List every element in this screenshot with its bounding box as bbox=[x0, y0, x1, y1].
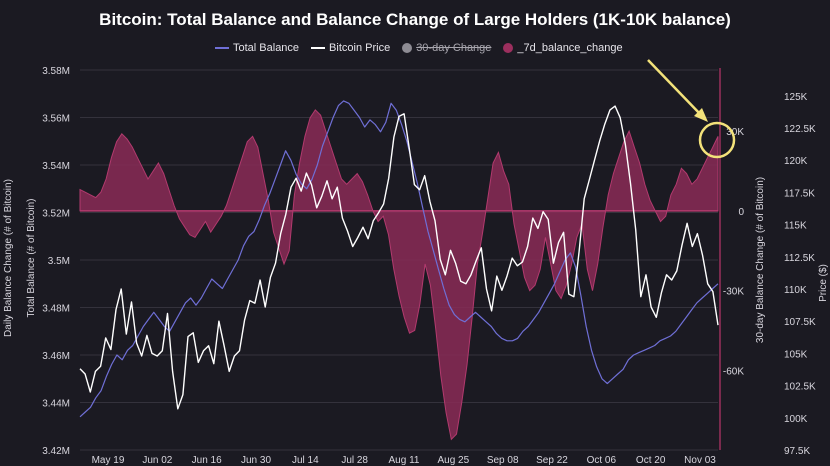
mid-tick-label: -60K bbox=[723, 366, 744, 377]
legend: Total Balance Bitcoin Price 30-day Chang… bbox=[215, 40, 623, 56]
legend-30-day-change-swatch bbox=[402, 43, 413, 53]
left-tick-label: 3.44M bbox=[42, 399, 70, 410]
right-tick-label: 112.5K bbox=[784, 253, 815, 264]
x-tick-label: Sep 22 bbox=[536, 455, 568, 466]
right-tick-label: 115K bbox=[784, 221, 807, 232]
series-lines-layer bbox=[79, 100, 719, 418]
x-tick-label: Aug 11 bbox=[389, 455, 420, 466]
legend-7d-balance-change-label: _7d_balance_change bbox=[517, 42, 623, 54]
left-tick-label: 3.48M bbox=[42, 304, 70, 315]
left-inner-axis-title: Total Balance (# of Bitcoin) bbox=[26, 199, 37, 318]
legend-total-balance-swatch bbox=[215, 47, 229, 49]
annotation-highlight-circle bbox=[698, 121, 736, 159]
right-tick-label: 122.5K bbox=[784, 124, 816, 135]
legend-7d-balance-change[interactable]: _7d_balance_change bbox=[503, 42, 623, 54]
legend-7d-balance-change-swatch bbox=[503, 43, 514, 53]
right-tick-label: 97.5K bbox=[784, 446, 810, 457]
left-tick-label: 3.56M bbox=[42, 114, 70, 125]
mid-tick-label: -30K bbox=[723, 287, 744, 298]
legend-bitcoin-price-swatch bbox=[311, 47, 326, 49]
x-tick-label: Sep 08 bbox=[487, 455, 519, 466]
left-tick-label: 3.52M bbox=[42, 209, 70, 220]
legend-30-day-change-label: 30-day Change bbox=[416, 42, 492, 54]
legend-total-balance-label: Total Balance bbox=[233, 42, 300, 54]
x-tick-label: Nov 03 bbox=[684, 455, 716, 466]
mid-axis-title: 30-day Balance Change (# of Bitcoin) bbox=[755, 177, 766, 343]
annotation-arrow-head bbox=[694, 108, 708, 122]
x-tick-label: Oct 20 bbox=[636, 455, 666, 466]
x-tick-label: Jul 14 bbox=[292, 455, 319, 466]
right-tick-label: 120K bbox=[784, 156, 808, 167]
left-tick-label: 3.58M bbox=[42, 66, 70, 77]
right-tick-label: 110K bbox=[784, 285, 807, 296]
x-tick-label: May 19 bbox=[92, 455, 125, 466]
x-tick-label: Jul 28 bbox=[341, 455, 368, 466]
left-tick-label: 3.42M bbox=[42, 446, 70, 457]
left-tick-label: 3.54M bbox=[42, 161, 70, 172]
left-tick-label: 3.5M bbox=[48, 256, 70, 267]
series-7d-balance-change-area bbox=[79, 109, 719, 441]
legend-total-balance[interactable]: Total Balance bbox=[215, 42, 299, 54]
annotation bbox=[647, 59, 736, 159]
chart-title: Bitcoin: Total Balance and Balance Chang… bbox=[99, 10, 731, 29]
right-tick-label: 117.5K bbox=[784, 188, 815, 199]
left-axis-title: Daily Balance Change (# of Bitcoin) bbox=[3, 179, 14, 337]
right-tick-label: 107.5K bbox=[784, 317, 816, 328]
right-tick-label: 125K bbox=[784, 92, 808, 103]
mid-tick-label: 0 bbox=[738, 207, 744, 218]
balance-change-area-layer bbox=[79, 109, 719, 441]
axis-titles: Daily Balance Change (# of Bitcoin) Total… bbox=[3, 177, 829, 343]
axis-ticks: 3.58M 3.56M 3.54M 3.52M 3.5M 3.48M 3.46M 3.44M 3… bbox=[42, 66, 816, 466]
right-tick-label: 102.5K bbox=[784, 382, 816, 393]
legend-bitcoin-price[interactable]: Bitcoin Price bbox=[311, 42, 390, 54]
x-tick-label: Jun 30 bbox=[241, 455, 271, 466]
mid-tick-label: 30K bbox=[726, 127, 744, 138]
right-tick-label: 100K bbox=[784, 414, 808, 425]
right-tick-label: 105K bbox=[784, 349, 808, 360]
series-bitcoin-price-line bbox=[79, 105, 719, 410]
left-tick-label: 3.46M bbox=[42, 351, 70, 362]
legend-bitcoin-price-label: Bitcoin Price bbox=[329, 42, 391, 54]
annotation-arrow-shaft bbox=[647, 59, 703, 117]
legend-30-day-change[interactable]: 30-day Change bbox=[402, 42, 491, 54]
right-axis-title: Price ($) bbox=[818, 264, 829, 302]
x-tick-label: Jun 02 bbox=[142, 455, 172, 466]
x-tick-label: Aug 25 bbox=[437, 455, 469, 466]
x-tick-label: Oct 06 bbox=[587, 455, 617, 466]
x-tick-label: Jun 16 bbox=[192, 455, 222, 466]
